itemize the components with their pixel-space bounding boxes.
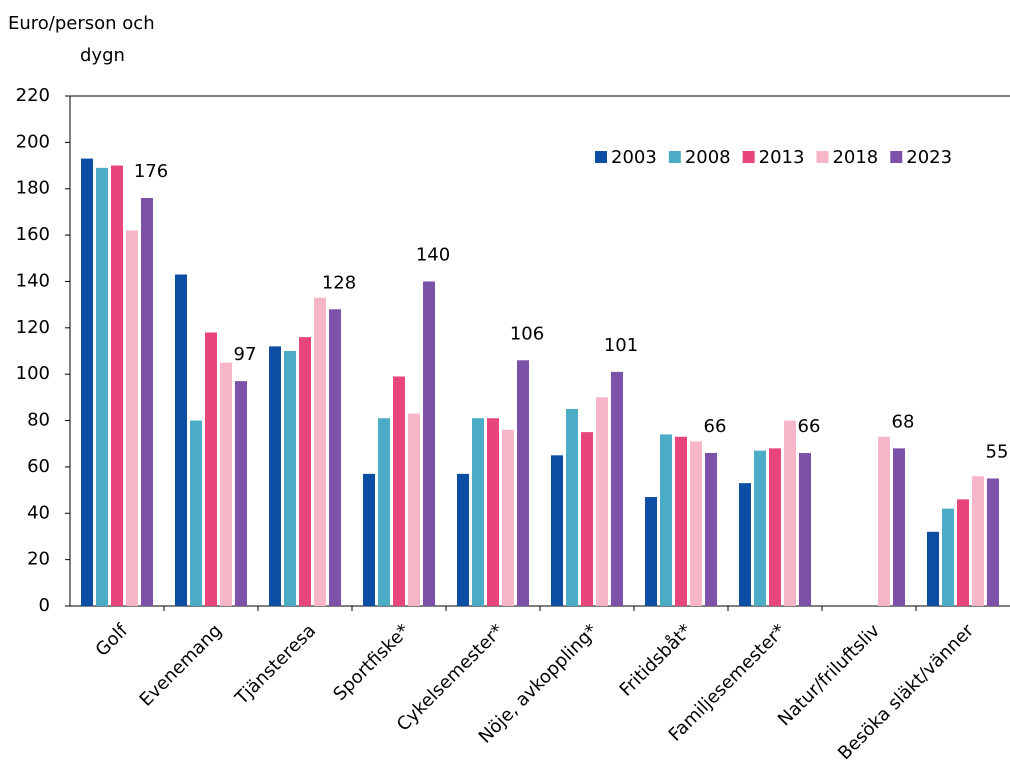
bar	[96, 167, 108, 606]
data-label: 106	[510, 323, 544, 344]
bar	[284, 351, 296, 606]
bar	[942, 508, 954, 606]
bar	[190, 420, 202, 606]
x-tick-label: Fritidsbåt*	[616, 620, 696, 700]
bar	[566, 408, 578, 606]
legend-swatch	[742, 151, 755, 163]
bar	[690, 441, 702, 606]
bar	[893, 448, 905, 606]
legend-label: 2008	[685, 147, 731, 168]
bar	[329, 309, 341, 606]
x-tick-label: Evenemang	[136, 620, 226, 710]
bar	[363, 473, 375, 606]
bar	[81, 158, 93, 606]
data-label: 55	[986, 442, 1009, 463]
y-tick-label: 20	[27, 549, 50, 570]
bar	[126, 230, 138, 607]
bar	[645, 497, 657, 606]
x-tick-label: Tjänsteresa	[231, 620, 320, 709]
data-label: 68	[892, 411, 915, 432]
bar	[551, 455, 563, 606]
x-tick-label: Sportfiske*	[329, 620, 414, 705]
bar	[423, 281, 435, 606]
y-tick-label: 40	[27, 502, 50, 523]
bar	[660, 434, 672, 606]
bar	[487, 418, 499, 606]
bar	[299, 337, 311, 606]
y-axis-title: Euro/person och	[8, 13, 155, 34]
bar	[927, 531, 939, 606]
bar	[675, 436, 687, 606]
bar	[611, 371, 623, 606]
bar	[705, 453, 717, 606]
bar	[220, 362, 232, 606]
data-label: 101	[604, 335, 638, 356]
bar	[141, 198, 153, 606]
bar	[739, 483, 751, 606]
bar	[378, 418, 390, 606]
bar	[457, 473, 469, 606]
bar	[235, 381, 247, 606]
bar	[784, 420, 796, 606]
y-tick-label: 0	[39, 595, 50, 616]
y-tick-label: 60	[27, 456, 50, 477]
y-tick-label: 80	[27, 410, 50, 431]
legend-label: 2003	[611, 147, 657, 168]
x-tick-label: Natur/friluftsliv	[774, 620, 884, 730]
bar	[472, 418, 484, 606]
legend-swatch	[816, 151, 829, 163]
data-label: 66	[704, 416, 727, 437]
bar	[408, 413, 420, 606]
y-tick-label: 120	[16, 317, 50, 338]
data-label: 128	[322, 272, 356, 293]
bar	[596, 397, 608, 606]
bar	[502, 429, 514, 606]
legend-label: 2023	[906, 147, 952, 168]
legend-label: 2013	[759, 147, 805, 168]
bar	[878, 436, 890, 606]
data-label: 66	[798, 416, 821, 437]
y-tick-label: 200	[16, 131, 50, 152]
data-label: 140	[416, 244, 450, 265]
y-axis-title: dygn	[80, 45, 125, 66]
bar	[754, 450, 766, 606]
bar	[972, 476, 984, 606]
bar	[799, 453, 811, 606]
x-tick-label: Golf	[92, 620, 133, 661]
bar	[987, 478, 999, 606]
data-label: 97	[234, 344, 257, 365]
bar	[205, 332, 217, 606]
y-tick-label: 140	[16, 270, 50, 291]
bar	[957, 499, 969, 606]
bar	[393, 376, 405, 606]
bar	[581, 432, 593, 606]
y-tick-label: 100	[16, 363, 50, 384]
legend-swatch	[890, 151, 903, 163]
legend-label: 2018	[832, 147, 878, 168]
bar	[111, 165, 123, 606]
bar	[269, 346, 281, 606]
data-label: 176	[134, 161, 168, 182]
bar	[769, 448, 781, 606]
y-tick-label: 160	[16, 224, 50, 245]
y-tick-label: 220	[16, 85, 50, 106]
bar	[314, 297, 326, 606]
legend-swatch	[668, 151, 681, 163]
bar	[517, 360, 529, 606]
bar	[175, 274, 187, 606]
legend-swatch	[595, 151, 607, 163]
y-tick-label: 180	[16, 178, 50, 199]
